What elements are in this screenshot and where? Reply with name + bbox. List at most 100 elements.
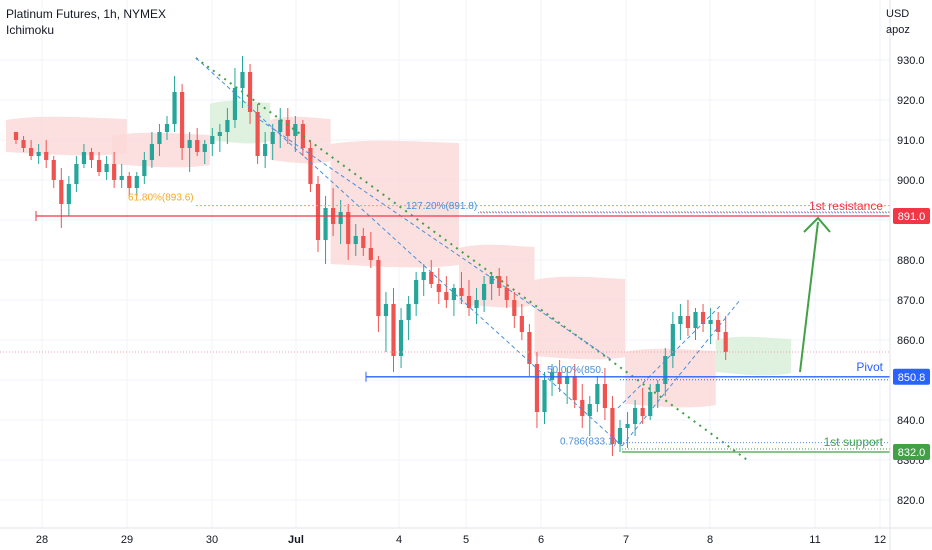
ext-127-label: 127.20%(891.8) xyxy=(406,201,477,212)
cloud-segment xyxy=(534,276,626,360)
cloud-segment xyxy=(209,100,271,144)
candle-body xyxy=(232,88,238,120)
y-tick-label: 840.0 xyxy=(897,415,925,427)
price-tag-label-pivot: 850.8 xyxy=(898,372,926,384)
candle-body xyxy=(217,132,222,136)
candle-body xyxy=(323,208,328,240)
candle-body xyxy=(81,152,87,164)
candle-body xyxy=(542,380,547,412)
candle-body xyxy=(617,428,623,444)
candle-body xyxy=(640,408,645,416)
candle-body xyxy=(391,304,396,356)
candle-body xyxy=(36,152,41,156)
candle-body xyxy=(21,140,26,148)
fib-786-label: 0.786(833.1) xyxy=(560,437,617,448)
indicator-label[interactable]: Ichimoku xyxy=(6,23,55,37)
candle-body xyxy=(164,124,170,132)
candle-body xyxy=(89,152,94,160)
candle-body xyxy=(663,356,668,384)
price-axis[interactable]: 820.0830.0840.0850.0860.0870.0880.0890.0… xyxy=(889,0,930,550)
candle-body xyxy=(119,176,124,180)
y-tick-label: 860.0 xyxy=(897,335,925,347)
x-tick-label: 12 xyxy=(874,534,886,546)
candle-body xyxy=(429,272,434,284)
grid-lines xyxy=(0,0,890,528)
candle-body xyxy=(549,372,555,380)
candle-body xyxy=(512,300,517,316)
candle-body xyxy=(255,112,260,156)
candle-body xyxy=(693,312,698,328)
candle-body xyxy=(202,144,207,152)
channel-line-lower xyxy=(195,57,623,447)
candle-body xyxy=(142,160,147,176)
candle-body xyxy=(708,320,713,324)
price-tag-label-resistance: 891.0 xyxy=(898,211,926,223)
candle-body xyxy=(51,160,56,180)
candle-body xyxy=(180,92,185,148)
candle-body xyxy=(406,304,411,320)
unit-label: apoz xyxy=(886,24,910,36)
candle-body xyxy=(459,288,464,296)
candle-body xyxy=(368,248,373,260)
candle-body xyxy=(157,132,162,144)
projection-arrow xyxy=(799,221,819,373)
candle-body xyxy=(247,72,253,112)
candle-body xyxy=(278,120,283,132)
price-tag-resistance[interactable] xyxy=(893,208,930,224)
candle-body xyxy=(685,316,691,328)
candle-body xyxy=(587,404,592,416)
candle-body xyxy=(610,408,615,444)
candle-body xyxy=(74,164,79,184)
candle-body xyxy=(346,212,351,244)
candle-body xyxy=(482,284,487,300)
candle-body xyxy=(127,176,132,188)
candle-body xyxy=(534,364,540,412)
currency-label: USD xyxy=(886,8,910,20)
candle-body xyxy=(519,316,524,332)
time-axis[interactable]: 28 29 30 Jul 4 5 6 7 8 11 12 xyxy=(0,527,932,546)
cloud-segment xyxy=(625,348,716,408)
candle-body xyxy=(293,124,298,136)
candle-body xyxy=(29,148,34,156)
candle-body xyxy=(527,332,532,364)
candle-body xyxy=(285,120,290,136)
candle-body xyxy=(444,292,449,300)
candle-body xyxy=(59,180,64,204)
candle-body xyxy=(670,324,675,356)
support-resistance-levels: 1st resistance Pivot 1st support xyxy=(35,199,890,453)
candle-body xyxy=(602,384,607,408)
fib-61-8-label: 61.80%(893.6) xyxy=(128,193,194,204)
candle-body xyxy=(595,384,600,404)
candle-body xyxy=(383,304,389,316)
x-tick-label: Jul xyxy=(288,534,304,546)
candle-body xyxy=(466,296,472,308)
candle-body xyxy=(504,288,509,300)
x-tick-label: 8 xyxy=(707,534,713,546)
x-tick-label: 29 xyxy=(121,534,133,546)
candle-body xyxy=(338,212,343,224)
candle-body xyxy=(361,236,366,248)
level-text-resistance: 1st resistance xyxy=(809,199,883,213)
retrace-line-2 xyxy=(617,305,721,409)
symbol-title[interactable]: Platinum Futures, 1h, NYMEX xyxy=(6,7,167,21)
candle-body xyxy=(398,320,404,356)
cloud-segment xyxy=(715,336,792,376)
x-tick-label: 7 xyxy=(623,534,629,546)
x-tick-label: 6 xyxy=(538,534,544,546)
candle-body xyxy=(716,320,721,332)
candle-body xyxy=(557,372,562,384)
candle-body xyxy=(451,288,456,300)
candle-body xyxy=(414,280,419,304)
candle-body xyxy=(149,144,154,160)
x-tick-label: 4 xyxy=(396,534,402,546)
cloud-segment xyxy=(6,116,127,156)
level-text-support: 1st support xyxy=(824,435,884,449)
y-tick-label: 930.0 xyxy=(897,55,925,67)
candle-body xyxy=(66,184,71,204)
price-tag-pivot[interactable] xyxy=(893,368,930,385)
candle-body xyxy=(633,408,638,424)
price-tag-support[interactable] xyxy=(893,444,930,460)
level-text-pivot: Pivot xyxy=(856,360,883,374)
candle-body xyxy=(263,144,268,156)
